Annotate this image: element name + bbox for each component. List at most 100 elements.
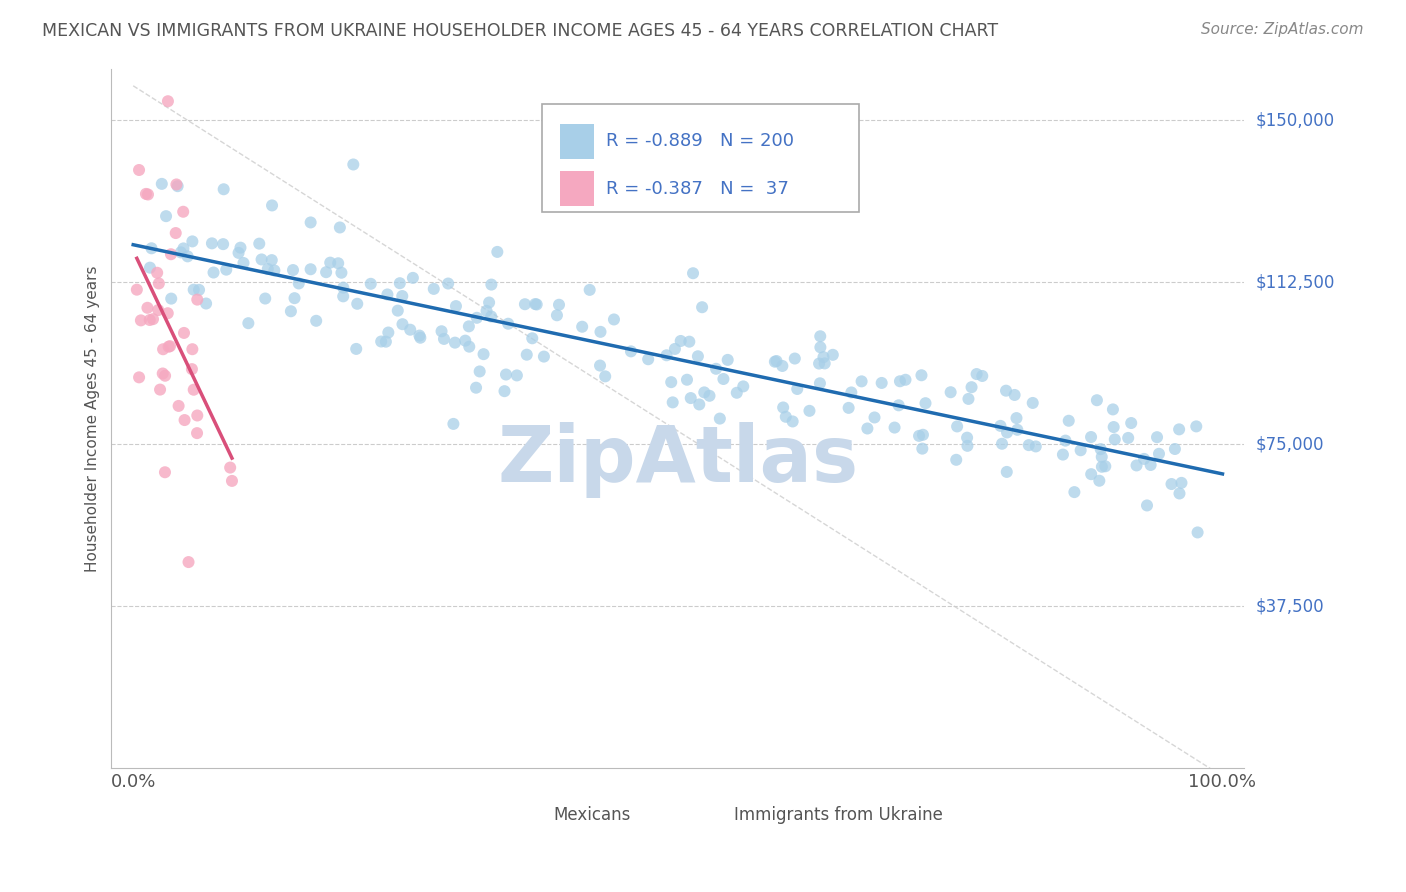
Point: [433, 332, 456, 346]
Point: [212, 237, 235, 252]
Point: [1102, 402, 1125, 417]
Point: [129, 313, 152, 327]
Point: [176, 249, 198, 263]
Point: [1133, 451, 1156, 466]
Point: [186, 426, 208, 441]
Point: [713, 372, 735, 386]
Point: [232, 256, 254, 270]
Point: [783, 351, 806, 366]
Point: [142, 312, 165, 326]
Point: [260, 198, 283, 212]
Point: [765, 354, 787, 368]
Point: [1007, 423, 1029, 437]
Point: [344, 342, 367, 356]
Point: [704, 361, 727, 376]
Point: [478, 295, 501, 310]
Point: [391, 289, 413, 303]
Point: [1090, 442, 1112, 457]
Point: [329, 220, 352, 235]
Text: $75,000: $75,000: [1256, 435, 1324, 453]
Point: [181, 235, 204, 249]
Point: [374, 334, 396, 349]
Point: [956, 439, 979, 453]
Point: [1063, 485, 1085, 500]
Point: [263, 263, 285, 277]
Point: [479, 277, 502, 292]
Point: [141, 241, 163, 255]
Point: [863, 410, 886, 425]
Point: [346, 297, 368, 311]
FancyBboxPatch shape: [517, 802, 546, 829]
Point: [465, 381, 488, 395]
Point: [679, 391, 702, 405]
Point: [661, 395, 683, 409]
Point: [315, 265, 337, 279]
Point: [186, 409, 208, 423]
Point: [589, 325, 612, 339]
Point: [838, 401, 860, 415]
Text: $37,500: $37,500: [1256, 598, 1324, 615]
Point: [152, 343, 174, 357]
Point: [1085, 393, 1108, 408]
Point: [188, 283, 211, 297]
Point: [458, 340, 481, 354]
Point: [682, 266, 704, 280]
Point: [548, 298, 571, 312]
Point: [212, 182, 235, 196]
Point: [319, 255, 342, 269]
Point: [479, 310, 502, 324]
Text: Immigrants from Ukraine: Immigrants from Ukraine: [734, 806, 943, 824]
Point: [150, 177, 173, 191]
Point: [221, 474, 243, 488]
Point: [496, 317, 519, 331]
Point: [173, 326, 195, 340]
Text: $112,500: $112,500: [1256, 273, 1334, 292]
Point: [165, 178, 187, 192]
Point: [841, 385, 863, 400]
Point: [256, 262, 278, 277]
Point: [260, 253, 283, 268]
Point: [678, 334, 700, 349]
Point: [153, 368, 176, 383]
Point: [1018, 438, 1040, 452]
Point: [181, 362, 204, 376]
Point: [391, 317, 413, 331]
FancyBboxPatch shape: [541, 103, 859, 212]
Point: [1147, 447, 1170, 461]
Point: [939, 385, 962, 400]
Point: [156, 94, 179, 108]
Point: [808, 329, 831, 343]
Point: [887, 398, 910, 412]
Point: [165, 226, 187, 240]
Point: [128, 370, 150, 384]
Point: [1160, 477, 1182, 491]
Point: [814, 356, 837, 370]
Point: [991, 436, 1014, 450]
Point: [709, 411, 731, 425]
Point: [454, 334, 477, 348]
Point: [170, 245, 193, 260]
Point: [1094, 459, 1116, 474]
Point: [911, 442, 934, 456]
Point: [908, 429, 931, 443]
Point: [808, 357, 831, 371]
FancyBboxPatch shape: [560, 171, 593, 206]
Point: [128, 163, 150, 178]
Point: [1139, 458, 1161, 472]
Point: [945, 452, 967, 467]
Point: [516, 348, 538, 362]
Point: [1054, 434, 1077, 448]
Point: [135, 186, 157, 201]
Point: [821, 348, 844, 362]
Point: [136, 187, 159, 202]
Point: [593, 369, 616, 384]
Point: [342, 157, 364, 171]
Point: [770, 359, 793, 373]
Point: [152, 367, 174, 381]
Point: [441, 417, 464, 431]
Point: [409, 331, 432, 345]
Point: [173, 413, 195, 427]
Point: [1187, 525, 1209, 540]
Point: [172, 204, 194, 219]
Point: [486, 244, 509, 259]
